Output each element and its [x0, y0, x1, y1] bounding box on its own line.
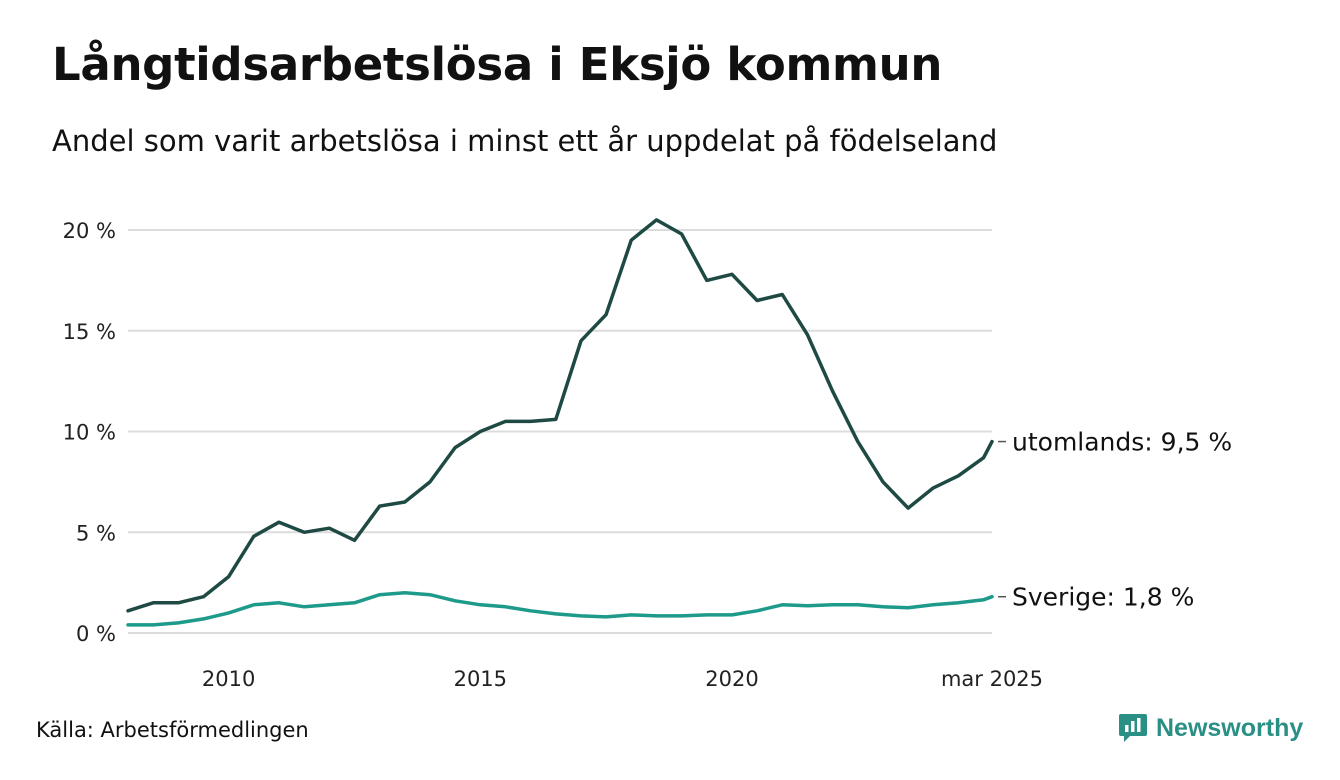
source-note: Källa: Arbetsförmedlingen: [36, 718, 309, 742]
end-label-sverige: Sverige: 1,8 %: [1012, 583, 1194, 612]
chart-title: Långtidsarbetslösa i Eksjö kommun: [52, 38, 943, 91]
x-tick-label: 2015: [454, 667, 507, 691]
y-tick-label: 0 %: [76, 622, 116, 646]
x-tick-label: mar 2025: [941, 667, 1043, 691]
y-tick-label: 10 %: [63, 421, 116, 445]
y-axis-tick-labels: 0 % 5 % 10 % 15 % 20 %: [63, 219, 116, 646]
series-line-utomlands: [126, 218, 994, 613]
end-label-utomlands: utomlands: 9,5 %: [1012, 428, 1232, 457]
brand-logo: Newsworthy: [1118, 712, 1303, 744]
x-tick-label: 2020: [705, 667, 758, 691]
series-end-labels: utomlands: 9,5 % Sverige: 1,8 %: [998, 428, 1232, 612]
newsworthy-logo-icon: [1119, 714, 1147, 742]
series-line-sverige: [126, 590, 994, 627]
series-lines: [126, 218, 994, 627]
x-axis-tick-labels: 2010 2015 2020 mar 2025: [202, 667, 1043, 691]
y-tick-label: 5 %: [76, 521, 116, 545]
x-tick-label: 2010: [202, 667, 255, 691]
line-chart: 0 %5 %10 %15 %20 % 2010 2015 2020 mar 2025 …: [63, 218, 1232, 691]
y-tick-label: 15 %: [63, 320, 116, 344]
chart-subtitle: Andel som varit arbetslösa i minst ett å…: [52, 124, 998, 158]
grid-lines: [128, 229, 992, 634]
brand-name: Newsworthy: [1156, 713, 1304, 742]
y-tick-label: 20 %: [63, 219, 116, 243]
